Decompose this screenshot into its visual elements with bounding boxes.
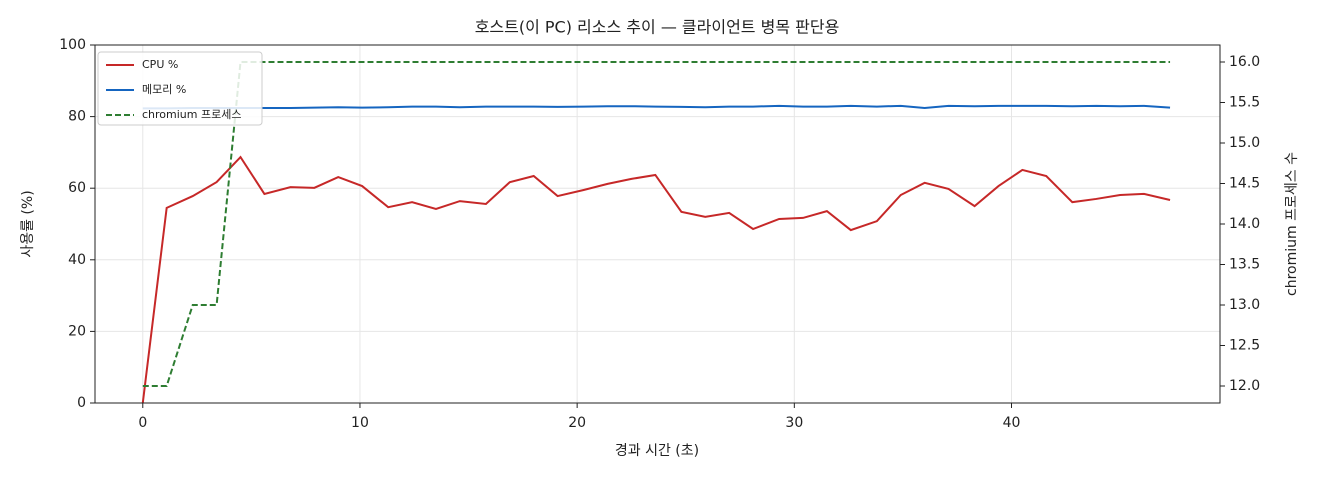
y2-tick-label: 15.0 xyxy=(1229,135,1260,151)
legend-box xyxy=(97,51,263,126)
data-line xyxy=(142,61,1171,387)
y2-tick-label: 15.5 xyxy=(1229,95,1260,111)
y-tick-label: 60 xyxy=(68,180,86,196)
x-tick-label: 20 xyxy=(568,415,586,431)
y2-tick-label: 13.0 xyxy=(1229,297,1260,313)
legend-label: 메모리 % xyxy=(142,83,186,96)
y2-tick-label: 16.0 xyxy=(1229,54,1260,70)
data-line xyxy=(141,155,1171,404)
y2-axis-label: chromium 프로세스 수 xyxy=(1284,152,1300,296)
y2-tick-label: 12.5 xyxy=(1229,337,1260,353)
x-tick-label: 0 xyxy=(138,415,147,431)
y-tick-label: 0 xyxy=(77,395,86,411)
legend-label: CPU % xyxy=(142,58,178,71)
y-tick-label: 80 xyxy=(68,109,86,125)
y-tick-label: 100 xyxy=(59,37,86,53)
y-axis-label: 사용률 (%) xyxy=(20,190,36,257)
chart-title: 호스트(이 PC) 리소스 추이 — 클라이언트 병목 판단용 xyxy=(475,18,840,37)
y2-tick-label: 12.0 xyxy=(1229,378,1260,394)
x-tick-label: 40 xyxy=(1003,415,1021,431)
data-line xyxy=(142,104,1171,110)
legend-label: chromium 프로세스 xyxy=(142,108,241,121)
legend: CPU % 메모리 % chromium 프로세스 xyxy=(97,51,263,126)
y2-tick-label: 14.5 xyxy=(1229,176,1260,192)
y-tick-label: 40 xyxy=(68,252,86,268)
x-tick-label: 30 xyxy=(785,415,803,431)
plot-frame xyxy=(94,44,1221,404)
x-axis-label: 경과 시간 (초) xyxy=(615,443,699,459)
y2-tick-label: 13.5 xyxy=(1229,256,1260,272)
y2-tick-label: 14.0 xyxy=(1229,216,1260,232)
y-tick-label: 20 xyxy=(68,323,86,339)
x-tick-label: 10 xyxy=(351,415,369,431)
